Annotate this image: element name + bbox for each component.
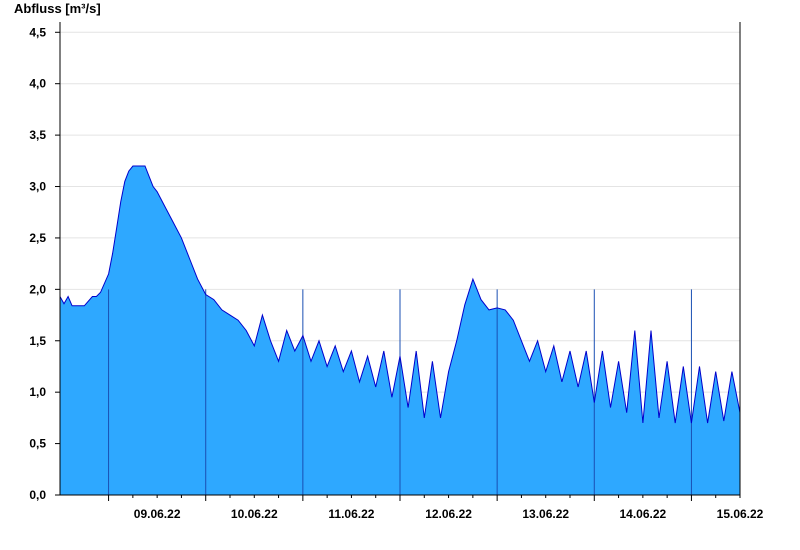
- y-tick-label: 2,5: [29, 231, 46, 245]
- y-tick-label: 4,0: [29, 77, 46, 91]
- x-tick-label: 11.06.22: [328, 507, 374, 521]
- y-tick-label: 3,5: [29, 128, 46, 142]
- x-tick-label: 10.06.22: [231, 507, 278, 521]
- discharge-area: [60, 166, 740, 495]
- y-ticks: 0,0 0,5 1,0 1,5 2,0 2,5 3,0 3,5 4,0 4,5: [29, 25, 60, 502]
- y-tick-label: 3,0: [29, 180, 46, 194]
- x-ticks: 09.06.22 10.06.22 11.06.22 12.06.22 13.06.22…: [108, 495, 764, 521]
- y-axis-title: Abfluss [m³/s]: [14, 1, 101, 16]
- y-tick-label: 0,0: [29, 488, 46, 502]
- y-tick-label: 1,5: [29, 334, 46, 348]
- x-tick-label: 12.06.22: [425, 507, 472, 521]
- y-tick-label: 4,5: [29, 25, 46, 39]
- y-tick-label: 2,0: [29, 282, 46, 296]
- y-tick-label: 0,5: [29, 437, 46, 451]
- x-tick-label: 09.06.22: [134, 507, 181, 521]
- day-separator-lines: [108, 289, 692, 495]
- x-tick-label: 14.06.22: [619, 507, 666, 521]
- x-tick-label: 13.06.22: [522, 507, 569, 521]
- x-tick-label: 15.06.22: [717, 507, 764, 521]
- discharge-line: [59, 165, 741, 424]
- y-tick-label: 1,0: [29, 385, 46, 399]
